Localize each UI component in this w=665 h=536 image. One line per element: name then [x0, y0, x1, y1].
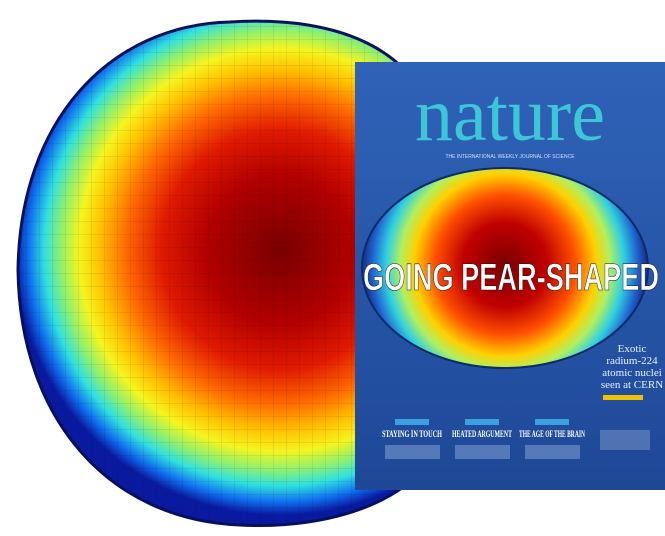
magazine-cover: nature THE INTERNATIONAL WEEKLY JOURNAL … — [355, 62, 665, 490]
side-story-line: atomic nuclei — [602, 367, 662, 379]
side-story-line: Exotic — [618, 343, 647, 355]
story-blurb — [385, 445, 440, 459]
story-tag — [535, 419, 569, 425]
story: HEATED ARGUMENT — [452, 429, 512, 439]
story-blurb — [600, 430, 650, 450]
story-blurb — [525, 445, 580, 459]
headline: GOING PEAR-SHAPED — [363, 257, 659, 299]
story: THE AGE OF THE BRAIN — [519, 429, 585, 439]
stories: STAYING IN TOUCH HEATED ARGUMENT THE AGE… — [382, 419, 650, 459]
masthead: nature — [415, 73, 605, 157]
cover-nucleus — [361, 167, 649, 369]
story: STAYING IN TOUCH — [382, 429, 442, 439]
story-tag — [395, 419, 429, 425]
side-story: Exotic radium-224 atomic nuclei seen at … — [601, 343, 663, 391]
side-story-line: radium-224 — [606, 355, 658, 367]
story-tag — [465, 419, 499, 425]
page-ref-bar — [603, 395, 643, 400]
side-story-line: seen at CERN — [601, 379, 663, 391]
story-blurb — [455, 445, 510, 459]
tagline: THE INTERNATIONAL WEEKLY JOURNAL OF SCIE… — [445, 154, 575, 160]
